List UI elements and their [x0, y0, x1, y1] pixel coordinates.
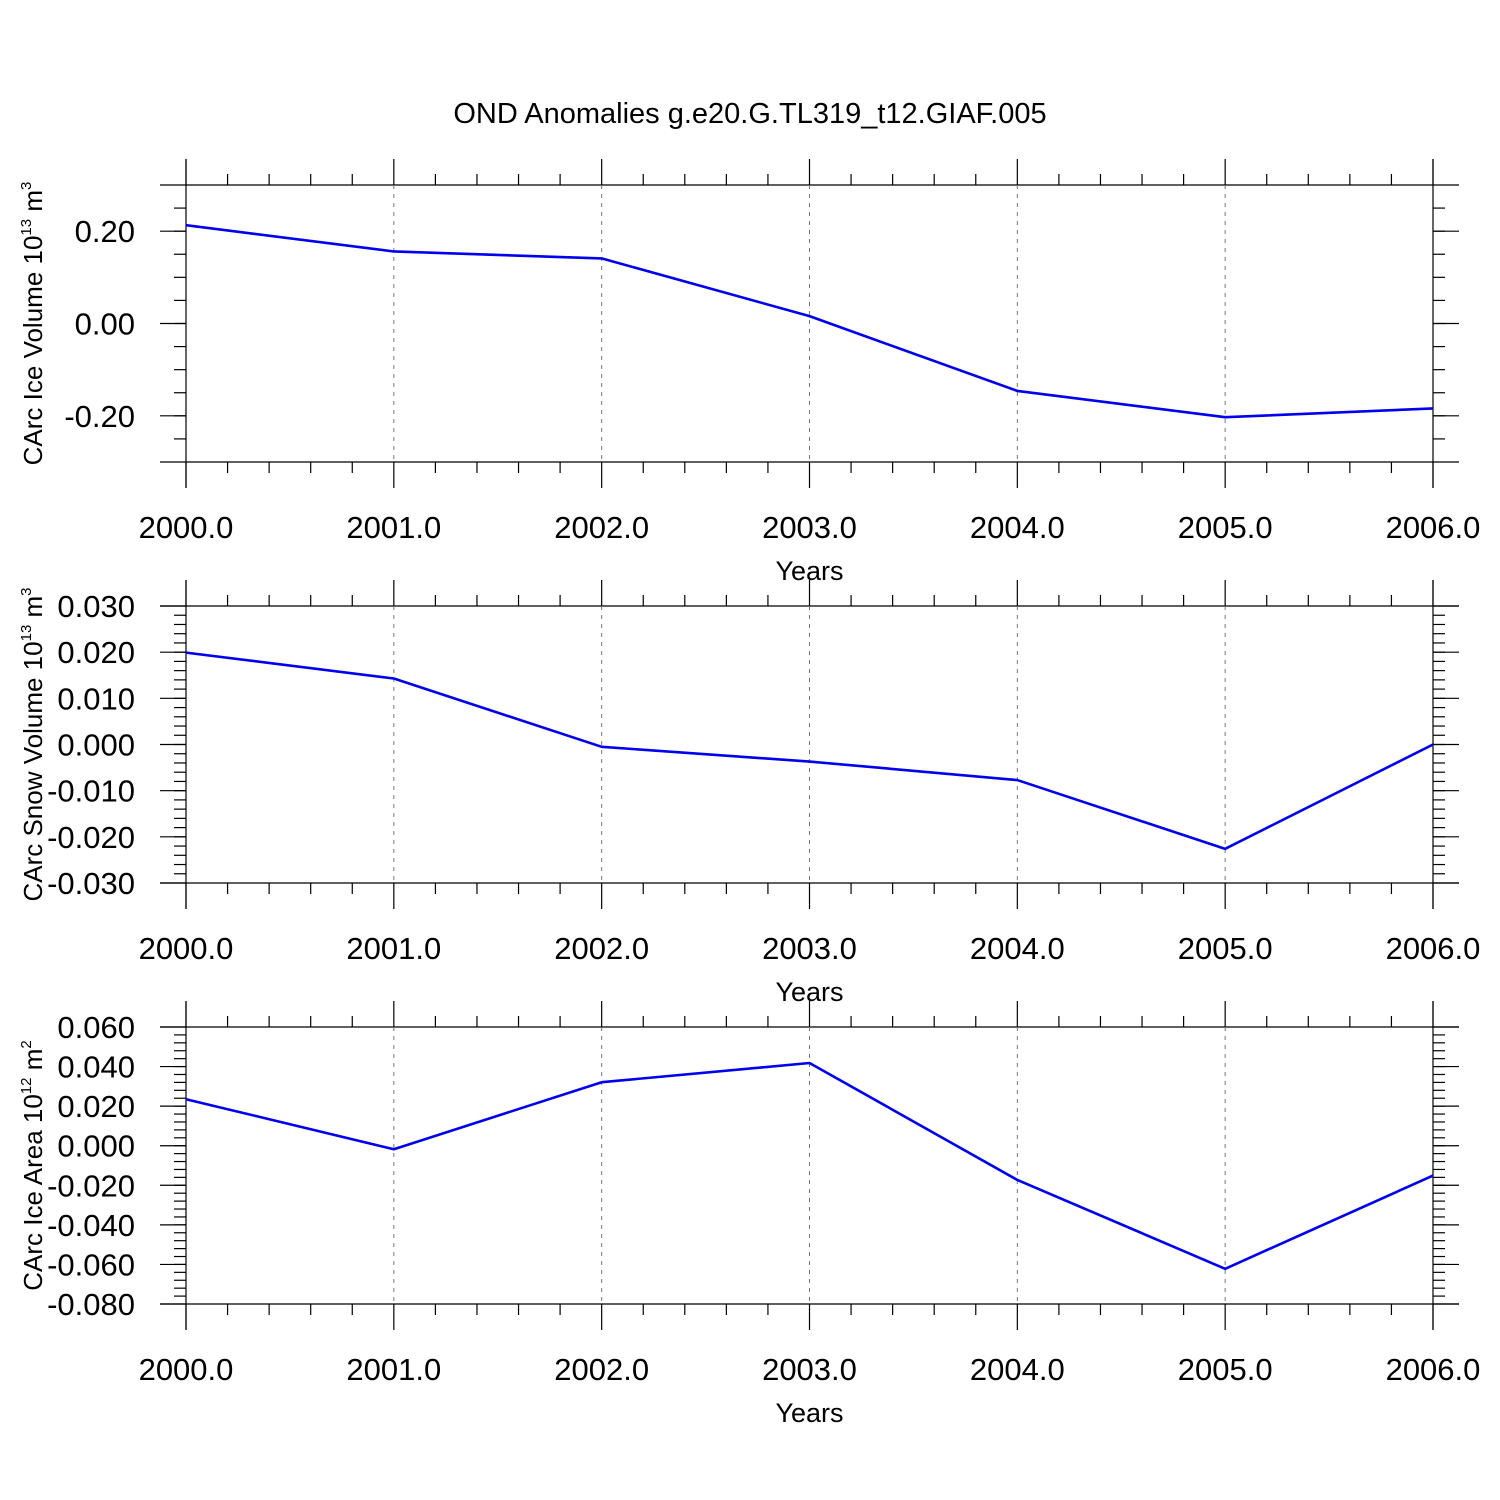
y-axis-label-text: CArc Snow Volume 10 [18, 641, 48, 901]
y-axis-label-exponent: 13 [18, 625, 35, 642]
y-tick-label: 0.00 [75, 307, 135, 342]
y-tick-label: 0.000 [57, 728, 135, 763]
series-line [185, 223, 1434, 419]
y-tick-label: 0.060 [57, 1010, 135, 1045]
y-tick-label: 0.000 [57, 1129, 135, 1164]
x-tick-label: 2001.0 [346, 510, 441, 545]
y-axis-label-unit-exponent: 3 [18, 182, 35, 190]
series-line [185, 1061, 1434, 1271]
x-axis-label: Years [775, 1398, 843, 1428]
y-tick-label: 0.020 [57, 1089, 135, 1124]
x-tick-label: 2004.0 [970, 510, 1065, 545]
y-axis-label-unit-exponent: 3 [18, 587, 35, 595]
x-tick-label: 2006.0 [1386, 510, 1481, 545]
y-tick-label: -0.20 [64, 399, 135, 434]
y-axis-label: CArc Snow Volume 1013 m3 [18, 587, 48, 901]
x-tick-label: 2003.0 [762, 1352, 857, 1387]
figure-title: OND Anomalies g.e20.G.TL319_t12.GIAF.005 [453, 98, 1046, 130]
x-tick-label: 2000.0 [139, 1352, 234, 1387]
y-tick-label: -0.040 [47, 1208, 135, 1243]
y-tick-label: -0.080 [47, 1287, 135, 1322]
x-tick-label: 2000.0 [139, 510, 234, 545]
x-tick-label: 2005.0 [1178, 510, 1273, 545]
x-tick-label: 2003.0 [762, 931, 857, 966]
x-tick-label: 2004.0 [970, 1352, 1065, 1387]
series-line [185, 651, 1434, 851]
y-tick-label: -0.030 [47, 866, 135, 901]
y-tick-label: 0.020 [57, 635, 135, 670]
y-axis-label-text: CArc Ice Volume 10 [18, 236, 48, 466]
panel-3: 2000.0 2001.0 2002.0 2003.0 2004.0 2005.0 2006… [18, 1001, 1480, 1428]
panel-1: 2000.0 2001.0 2002.0 2003.0 2004.0 2005.0 2006… [18, 159, 1480, 586]
x-tick-label: 2003.0 [762, 510, 857, 545]
y-axis-label-text: CArc Ice Area 10 [18, 1094, 48, 1291]
x-tick-label: 2006.0 [1386, 1352, 1481, 1387]
y-axis-label: CArc Ice Volume 1013 m3 [18, 182, 48, 466]
y-axis-label-unit: m [18, 190, 48, 219]
x-tick-label: 2005.0 [1178, 931, 1273, 966]
y-tick-label: -0.020 [47, 820, 135, 855]
x-tick-label: 2006.0 [1386, 931, 1481, 966]
y-tick-label: -0.020 [47, 1168, 135, 1203]
panel-2: 2000.0 2001.0 2002.0 2003.0 2004.0 2005.0 2006… [18, 580, 1480, 1007]
y-tick-label: 0.040 [57, 1050, 135, 1085]
x-tick-label: 2004.0 [970, 931, 1065, 966]
x-tick-label: 2000.0 [139, 931, 234, 966]
y-tick-label: 0.030 [57, 589, 135, 624]
y-axis-label-unit-exponent: 2 [18, 1040, 35, 1048]
y-axis-label-exponent: 12 [18, 1078, 35, 1095]
y-axis-label-unit: m [18, 1049, 48, 1078]
x-tick-label: 2002.0 [554, 1352, 649, 1387]
y-axis-label: CArc Ice Area 1012 m2 [18, 1040, 48, 1290]
x-tick-label: 2005.0 [1178, 1352, 1273, 1387]
x-tick-label: 2002.0 [554, 931, 649, 966]
y-axis-label-exponent: 13 [18, 219, 35, 236]
x-tick-label: 2001.0 [346, 931, 441, 966]
y-tick-label: -0.010 [47, 774, 135, 809]
y-axis-label-unit: m [18, 596, 48, 625]
x-tick-label: 2001.0 [346, 1352, 441, 1387]
x-tick-label: 2002.0 [554, 510, 649, 545]
y-tick-label: -0.060 [47, 1247, 135, 1282]
y-tick-label: 0.20 [75, 214, 135, 249]
y-tick-label: 0.010 [57, 681, 135, 716]
